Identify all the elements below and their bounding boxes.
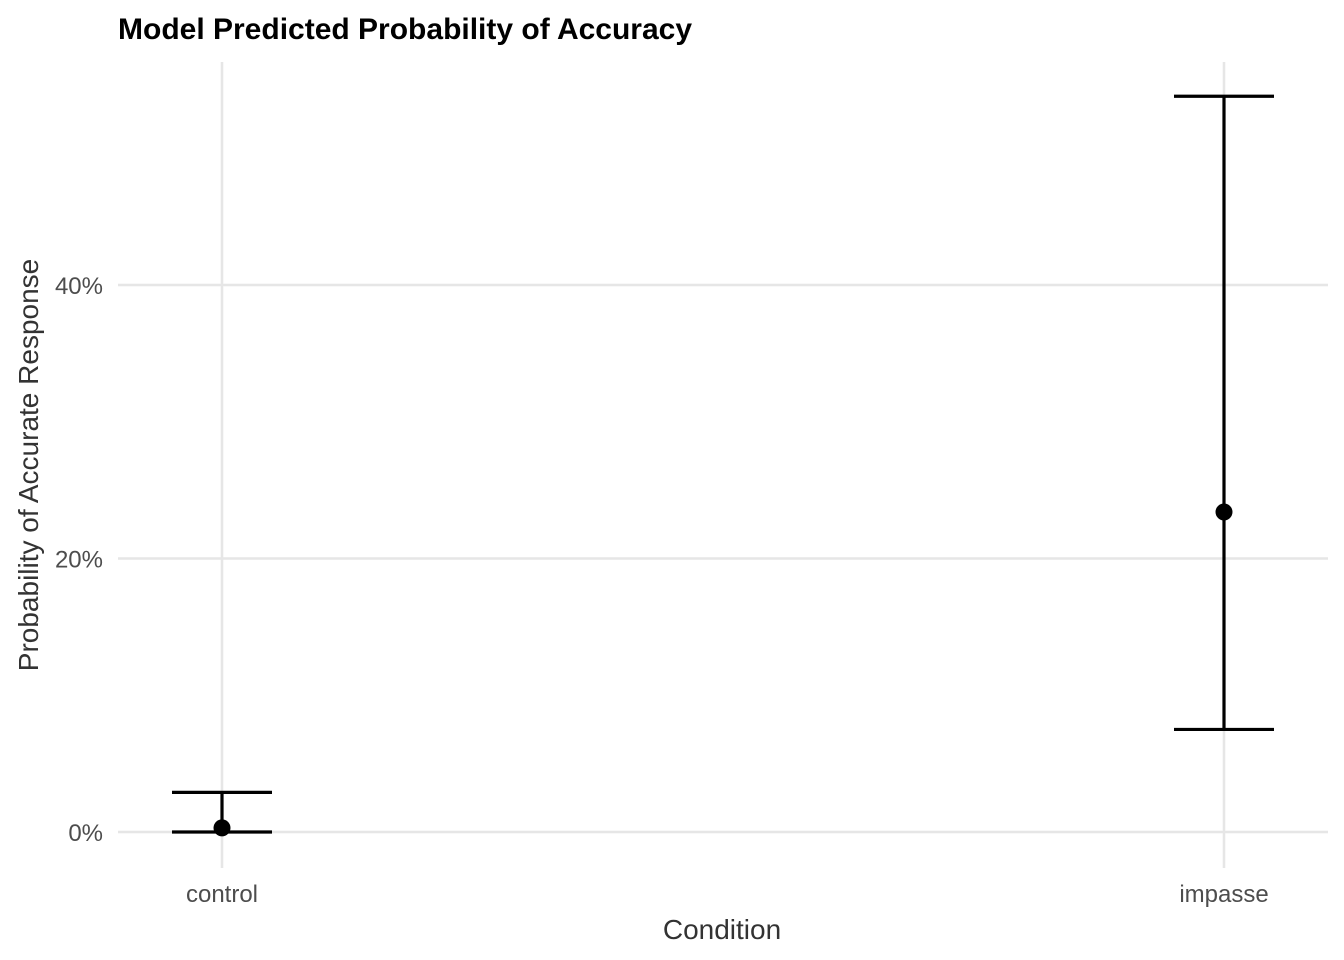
x-axis-ticks: control impasse	[186, 881, 1269, 908]
point-control	[213, 819, 231, 837]
x-tick-label: control	[186, 881, 258, 908]
x-tick-label: impasse	[1179, 881, 1268, 908]
y-axis-title: Probability of Accurate Response	[13, 259, 44, 671]
y-tick-label: 20%	[55, 547, 103, 574]
y-tick-label: 40%	[55, 273, 103, 300]
y-axis-ticks: 0% 20% 40%	[55, 273, 103, 847]
grid-layer	[118, 62, 1328, 868]
data-marks	[172, 94, 1274, 837]
x-axis-title: Condition	[663, 914, 781, 945]
chart-title: Model Predicted Probability of Accuracy	[118, 13, 692, 46]
y-tick-label: 0%	[68, 820, 103, 847]
point-impasse	[1215, 503, 1233, 521]
